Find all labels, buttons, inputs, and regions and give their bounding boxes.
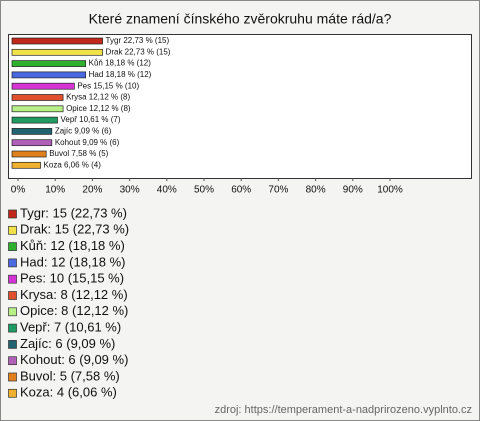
legend-label: Tygr: 15 (22,73 %) <box>20 205 127 220</box>
legend-swatch <box>8 274 17 284</box>
bar <box>11 37 103 45</box>
x-tick-label: 50% <box>194 185 214 196</box>
x-tick-label: 100% <box>377 185 403 196</box>
legend-label: Koza: 4 (6,06 %) <box>20 385 117 400</box>
legend-swatch <box>8 225 17 235</box>
legend-label: Buvol: 5 (7,58 %) <box>20 368 120 383</box>
legend-swatch <box>8 323 17 333</box>
legend-label: Kůň: 12 (18,18 %) <box>20 238 125 253</box>
legend-label: Pes: 10 (15,15 %) <box>20 271 124 286</box>
bar <box>11 116 58 124</box>
x-tick-label: 80% <box>306 185 326 196</box>
legend-label: Vepř: 7 (10,61 %) <box>20 320 121 335</box>
bar <box>11 139 53 147</box>
legend-swatch <box>8 356 17 366</box>
legend-swatch <box>8 258 17 268</box>
plot-area <box>8 34 472 179</box>
x-tick-label: 90% <box>343 185 363 196</box>
bar <box>11 105 64 113</box>
x-tick-label: 40% <box>157 185 177 196</box>
data-label: Zajíc 9,09 % (6) <box>55 127 112 136</box>
legend-label: Zajíc: 6 (9,09 %) <box>20 336 115 351</box>
legend-label: Kohout: 6 (9,09 %) <box>20 352 128 367</box>
bar <box>11 82 75 90</box>
chart-title: Které znamení čínského zvěrokruhu máte r… <box>89 11 392 27</box>
x-tick-label: 10% <box>45 185 65 196</box>
bar <box>11 94 64 101</box>
bar <box>11 128 53 135</box>
data-label: Buvol 7,58 % (5) <box>49 149 108 158</box>
bar <box>11 48 103 56</box>
legend-label: Had: 12 (18,18 %) <box>20 254 126 269</box>
source: zdroj: https://temperament-a-nadprirozen… <box>215 404 472 416</box>
data-label: Kohout 9,09 % (6) <box>55 138 120 147</box>
legend-swatch <box>8 291 17 300</box>
bar <box>11 60 86 67</box>
legend-label: Opice: 8 (12,12 %) <box>20 303 128 318</box>
data-label: Tygr 22,73 % (15) <box>106 36 170 45</box>
data-label: Krysa 12,12 % (8) <box>66 93 130 102</box>
bar <box>11 150 47 158</box>
bar <box>11 71 86 79</box>
legend-swatch <box>8 242 17 251</box>
data-label: Had 18,18 % (12) <box>89 70 152 79</box>
data-label: Opice 12,12 % (8) <box>66 104 131 113</box>
legend-swatch <box>8 307 17 317</box>
data-label: Koza 6,06 % (4) <box>44 160 102 169</box>
x-tick-label: 20% <box>82 185 102 196</box>
legend-swatch <box>8 340 17 349</box>
bar <box>11 161 41 169</box>
legend-swatch <box>8 209 17 219</box>
data-label: Kůň 18,18 % (12) <box>89 59 152 68</box>
x-tick-label: 30% <box>120 185 140 196</box>
data-label: Pes 15,15 % (10) <box>77 81 139 90</box>
x-tick-label: 70% <box>268 185 288 196</box>
legend-swatch <box>8 388 17 398</box>
data-label: Vepř 10,61 % (7) <box>60 115 120 124</box>
legend-swatch <box>8 372 17 382</box>
x-tick-label: 0% <box>11 185 26 196</box>
x-tick-label: 60% <box>231 185 251 196</box>
data-label: Drak 22,73 % (15) <box>106 47 171 56</box>
legend-label: Drak: 15 (22,73 %) <box>20 222 129 237</box>
legend-label: Krysa: 8 (12,12 %) <box>20 287 128 302</box>
